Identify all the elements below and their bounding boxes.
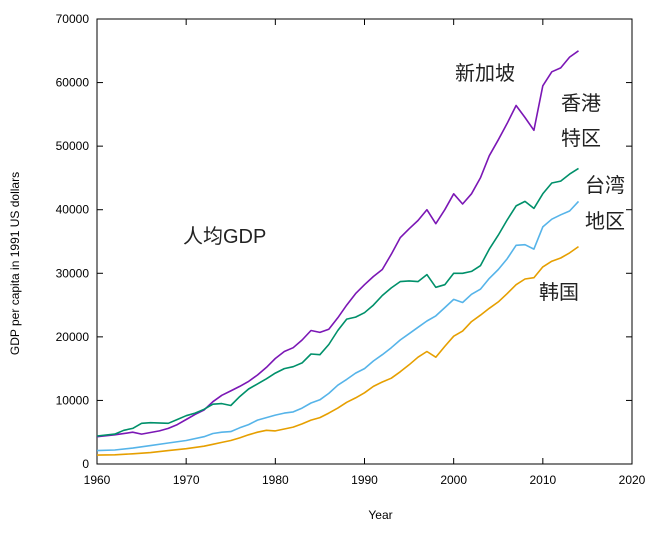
x-tick-label: 2020 [619,473,646,487]
y-tick-label: 0 [82,457,89,471]
series-line-2 [96,200,580,452]
y-tick-label: 10000 [56,393,90,407]
x-tick-label: 1980 [262,473,289,487]
series-label-2: 台湾 [585,174,625,197]
y-tick-label: 60000 [56,76,90,90]
y-tick-label: 30000 [56,266,90,280]
y-tick-label: 70000 [56,12,90,26]
x-tick-label: 2010 [529,473,556,487]
plot-frame [96,18,633,465]
chart-title: 人均GDP [183,225,266,248]
y-tick-label: 50000 [56,139,90,153]
series-label-2: 地区 [585,210,625,233]
series-label-1: 特区 [561,127,601,150]
series-layer [96,50,580,456]
y-axis-title: GDP per capita in 1991 US dollars [8,172,22,355]
x-tick-label: 2000 [440,473,467,487]
x-tick-label: 1990 [351,473,378,487]
series-label-0: 新加坡 [455,62,515,85]
series-line-1 [96,167,579,437]
y-tick-label: 20000 [56,330,90,344]
series-label-3: 韩国 [539,281,579,304]
series-line-3 [96,245,579,456]
y-tick-label: 40000 [56,203,90,217]
x-tick-label: 1960 [84,473,111,487]
axes-layer: 1960 1970 1980 1990 2000 2010 2020 0 10000 20000 3… [8,12,646,522]
x-tick-label: 1970 [173,473,200,487]
x-axis-title: Year [368,508,392,522]
series-line-0 [96,50,579,438]
series-label-1: 香港 [561,92,601,115]
